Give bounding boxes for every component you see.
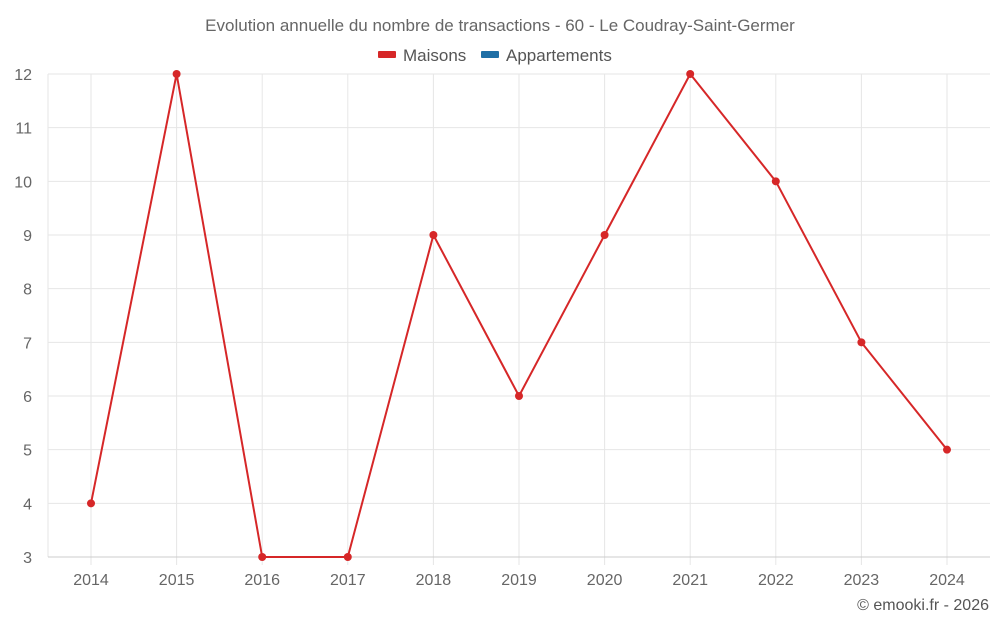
x-tick-label: 2024 — [929, 572, 965, 589]
legend: Maisons Appartements — [378, 46, 612, 65]
x-tick-label: 2020 — [587, 572, 623, 589]
y-tick-label: 7 — [23, 335, 32, 352]
legend-item-maisons[interactable]: Maisons — [378, 46, 466, 65]
x-tick-label: 2022 — [758, 572, 794, 589]
y-axis: 3 4 5 6 7 8 9 10 11 12 — [14, 67, 32, 567]
legend-swatch-appartements — [481, 51, 499, 58]
data-point[interactable] — [515, 392, 523, 400]
x-tick-label: 2021 — [672, 572, 708, 589]
y-tick-label: 4 — [23, 496, 32, 513]
credit-text: © emooki.fr - 2026 — [857, 597, 989, 614]
legend-swatch-maisons — [378, 51, 396, 58]
legend-item-appartements[interactable]: Appartements — [481, 46, 612, 65]
y-tick-label: 5 — [23, 443, 32, 460]
y-tick-label: 6 — [23, 389, 32, 406]
data-point[interactable] — [87, 499, 95, 508]
data-point[interactable] — [771, 177, 780, 186]
data-point[interactable] — [172, 70, 181, 78]
data-point[interactable] — [429, 231, 438, 239]
x-tick-label: 2023 — [844, 572, 880, 589]
x-tick-label: 2018 — [416, 572, 452, 589]
y-tick-label: 11 — [15, 121, 32, 138]
x-tick-label: 2014 — [73, 572, 109, 589]
data-point[interactable] — [857, 338, 866, 347]
data-point[interactable] — [600, 231, 609, 239]
series-maisons — [87, 70, 951, 561]
legend-label-maisons: Maisons — [403, 46, 466, 65]
x-tick-label: 2019 — [501, 572, 537, 589]
y-tick-label: 10 — [14, 174, 32, 191]
data-point[interactable] — [943, 445, 951, 454]
legend-label-appartements: Appartements — [506, 46, 612, 65]
data-point[interactable] — [258, 553, 267, 561]
y-tick-label: 3 — [23, 550, 32, 567]
data-point[interactable] — [343, 553, 352, 561]
chart-title: Evolution annuelle du nombre de transact… — [205, 16, 795, 35]
y-tick-label: 8 — [23, 282, 32, 299]
x-axis: 2014 2015 2016 2017 2018 2019 2020 2021 2022 2023… — [48, 556, 990, 589]
data-point[interactable] — [686, 70, 695, 78]
x-tick-label: 2017 — [330, 572, 366, 589]
x-tick-label: 2015 — [159, 572, 195, 589]
y-tick-label: 12 — [14, 67, 32, 84]
x-tick-label: 2016 — [244, 572, 280, 589]
y-tick-label: 9 — [23, 228, 32, 245]
